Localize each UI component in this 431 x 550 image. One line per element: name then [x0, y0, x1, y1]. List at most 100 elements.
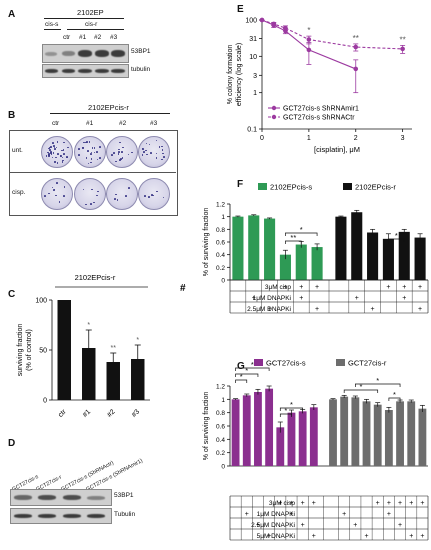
y-tick-label: 31: [249, 36, 257, 43]
colony-dot: [61, 156, 64, 159]
table-mark: +: [283, 284, 287, 291]
x-tick-label: #1: [82, 408, 93, 419]
bar: [373, 404, 382, 466]
colony-dot: [161, 149, 164, 152]
x-tick-label: 3: [401, 135, 405, 142]
colony-dot: [83, 141, 85, 144]
legend-label: GCT27cis-s ShRNAmir1: [283, 106, 359, 113]
table-row-label: 3μM cisp: [265, 284, 292, 291]
table-mark: +: [409, 533, 413, 540]
bar: [131, 359, 145, 400]
colony-dot: [90, 153, 92, 155]
colony-dot: [48, 192, 50, 195]
culture-dish: [74, 178, 106, 210]
significance-bracket: [279, 413, 292, 417]
table-mark: +: [371, 306, 375, 313]
colony-dot: [141, 154, 144, 156]
colony-dot: [61, 149, 63, 152]
colony-dot: [142, 151, 145, 153]
colony-dot: [62, 149, 65, 151]
table-mark: +: [387, 500, 391, 507]
y-tick-label: 0.4: [216, 437, 225, 444]
y-tick-label: 0.2: [216, 265, 225, 272]
table-mark: +: [252, 295, 256, 302]
panel-d-band-53bp1: 53BP1: [114, 492, 134, 499]
panel-a-band-tubulin: tubulin: [131, 66, 151, 73]
colony-dot: [162, 156, 165, 158]
y-tick-label: 0: [43, 398, 47, 405]
table-mark: +: [289, 511, 293, 518]
y-tick-label: 0.2: [216, 450, 225, 457]
table-mark: +: [315, 284, 319, 291]
colony-dot: [88, 141, 91, 143]
table-mark: +: [268, 306, 272, 313]
bar: [298, 411, 307, 466]
colony-dot: [87, 150, 89, 152]
table-mark: +: [301, 522, 305, 529]
bar: [276, 427, 285, 466]
culture-dish: [41, 178, 73, 210]
data-point: [400, 46, 405, 52]
colony-dot: [161, 145, 163, 148]
table-mark: +: [256, 522, 260, 529]
x-tick-label: #3: [131, 408, 142, 419]
colony-dot: [141, 147, 144, 150]
legend-swatch: [258, 183, 267, 190]
colony-dot: [91, 147, 94, 149]
panel-b-col-2: #2: [119, 120, 127, 127]
panel-b-row-divider: [9, 172, 176, 173]
colony-dot: [155, 157, 158, 159]
panel-g-chart: GCT27cis-s GCT27cis-r 0 0.2 0.4 0.6 0.8 1 1.2 % o…: [203, 359, 429, 541]
colony-dot: [86, 141, 88, 143]
panel-b-col-ctr: ctr: [52, 120, 60, 127]
bar: [414, 237, 426, 280]
data-point: [353, 44, 359, 50]
legend-label: GCT27cis-s ShRNACtr: [283, 115, 355, 122]
panel-a-lane-ctr: ctr: [63, 34, 71, 41]
colony-dot: [149, 152, 152, 154]
colony-dot: [44, 195, 46, 198]
colony-dot: [131, 151, 133, 154]
data-point: [271, 21, 277, 27]
significance-mark: *: [240, 372, 243, 381]
colony-dot: [98, 146, 101, 148]
colony-dot: [84, 141, 87, 144]
significance-mark: *: [395, 231, 398, 240]
y-axis-label: % colony formation efficiency (log scale): [227, 43, 243, 106]
table-row-label: 2.5μM DNAPKi: [247, 306, 291, 313]
bar: [398, 231, 410, 280]
bar: [309, 407, 318, 466]
bar: [362, 401, 371, 466]
colony-dot: [50, 152, 52, 154]
bar: [264, 218, 276, 280]
panel-a-lane-2: #2: [94, 34, 102, 41]
y-tick-label: 1.2: [216, 384, 225, 391]
culture-dish: [74, 136, 106, 168]
colony-dot: [122, 146, 124, 149]
colony-dot: [56, 162, 59, 164]
data-point: [306, 37, 312, 42]
colony-dot: [145, 142, 148, 145]
colony-dot: [82, 188, 85, 191]
culture-dish: [106, 136, 138, 168]
legend-label: GCT27cis-r: [348, 359, 387, 368]
table-mark: +: [376, 500, 380, 507]
colony-dot: [144, 195, 146, 198]
bar: [57, 300, 71, 400]
panel-b-title-line: [50, 113, 170, 114]
panel-d-label: D: [8, 438, 16, 449]
colony-dot: [127, 153, 130, 156]
colony-dot: [47, 151, 49, 154]
colony-dot: [90, 203, 92, 205]
table-row-label: 5μM DNAPKi: [257, 533, 295, 540]
y-tick-label: 3: [253, 73, 257, 80]
panel-a-label: A: [8, 9, 16, 20]
colony-dot: [48, 147, 50, 150]
colony-dot: [151, 194, 153, 196]
colony-dot: [155, 152, 158, 155]
colony-dot: [51, 186, 54, 189]
colony-dot: [141, 148, 144, 150]
bar: [295, 244, 307, 280]
colony-dot: [57, 153, 59, 155]
colony-dot: [61, 161, 64, 164]
